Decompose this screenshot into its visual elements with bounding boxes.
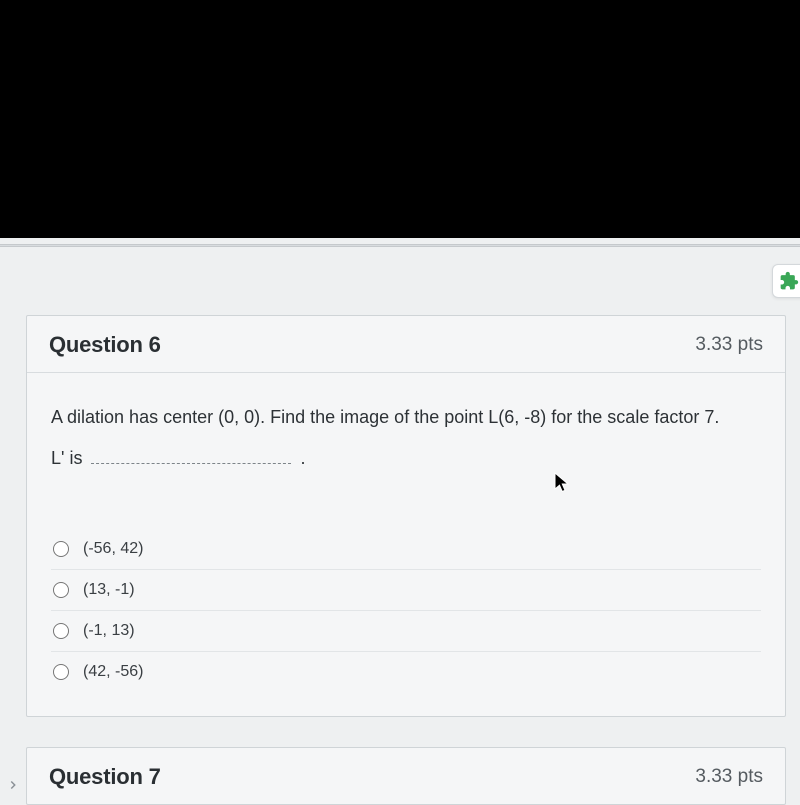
answer-choices: (-56, 42) (13, -1) (-1, 13) (42, -56) — [51, 529, 761, 706]
choice-label: (13, -1) — [83, 581, 135, 599]
choice-label: (42, -56) — [83, 663, 143, 681]
question-header: Question 6 3.33 pts — [27, 316, 785, 373]
next-question-card: Question 7 3.33 pts — [26, 747, 786, 805]
puzzle-icon — [779, 271, 799, 291]
radio-option-4[interactable] — [53, 664, 69, 680]
answer-choice[interactable]: (13, -1) — [51, 570, 761, 611]
answer-choice[interactable]: (-1, 13) — [51, 611, 761, 652]
prompt-prefix: L' is — [51, 448, 87, 468]
radio-option-1[interactable] — [53, 541, 69, 557]
question-card: Question 6 3.33 pts A dilation has cente… — [26, 315, 786, 717]
radio-option-2[interactable] — [53, 582, 69, 598]
prompt-line-1: A dilation has center (0, 0). Find the i… — [51, 403, 761, 432]
left-nav-stub[interactable] — [0, 765, 26, 805]
choice-label: (-56, 42) — [83, 540, 143, 558]
question-prompt: A dilation has center (0, 0). Find the i… — [51, 403, 761, 473]
question-points: 3.33 pts — [695, 334, 763, 356]
quiz-screen: Question 6 3.33 pts A dilation has cente… — [0, 238, 800, 805]
top-black-region — [0, 0, 800, 238]
prompt-suffix: . — [295, 448, 305, 468]
next-question-header: Question 7 3.33 pts — [27, 748, 785, 804]
next-question-points: 3.33 pts — [695, 766, 763, 788]
fill-blank — [91, 450, 291, 464]
radio-option-3[interactable] — [53, 623, 69, 639]
answer-choice[interactable]: (-56, 42) — [51, 529, 761, 570]
prompt-line-2: L' is . — [51, 444, 761, 473]
next-question-number: Question 7 — [49, 764, 161, 790]
chevron-icon — [6, 778, 20, 792]
question-number: Question 6 — [49, 332, 161, 358]
question-body: A dilation has center (0, 0). Find the i… — [27, 373, 785, 716]
top-divider — [0, 244, 800, 247]
choice-label: (-1, 13) — [83, 622, 135, 640]
toolbar-puzzle-button[interactable] — [772, 264, 800, 298]
answer-choice[interactable]: (42, -56) — [51, 652, 761, 692]
